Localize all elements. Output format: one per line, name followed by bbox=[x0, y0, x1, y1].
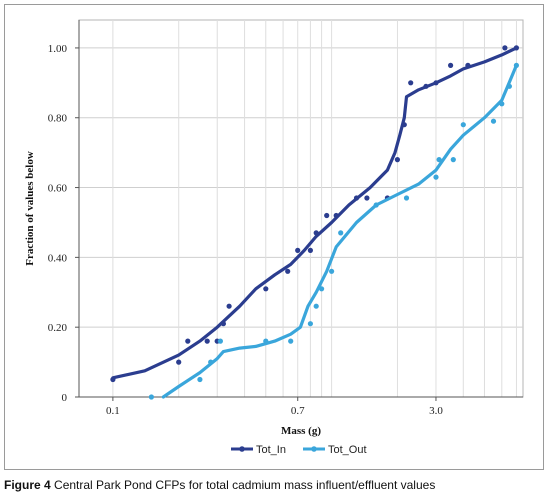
data-point-tot-out bbox=[450, 157, 456, 163]
y-tick-label: 0.80 bbox=[48, 113, 68, 125]
data-point-tot-in bbox=[295, 247, 301, 253]
data-point-tot-in bbox=[285, 268, 291, 274]
y-tick-label: 1.00 bbox=[48, 43, 68, 55]
data-point-tot-in bbox=[324, 212, 330, 219]
data-point-tot-in bbox=[313, 230, 319, 236]
data-point-tot-out bbox=[329, 268, 335, 274]
data-point-tot-in bbox=[204, 338, 210, 344]
data-point-tot-in bbox=[465, 62, 471, 68]
x-tick-label: 3.0 bbox=[429, 405, 443, 417]
data-point-tot-in bbox=[513, 45, 520, 51]
data-point-tot-out bbox=[373, 202, 379, 208]
data-point-tot-out bbox=[313, 303, 319, 309]
data-point-tot-out bbox=[217, 338, 223, 344]
y-tick-label: 0 bbox=[62, 392, 68, 404]
data-point-tot-in bbox=[185, 338, 191, 344]
data-point-tot-in bbox=[220, 321, 226, 327]
chart-svg: 00.200.400.600.801.000.1 0.7 3.0 Mass (g) … bbox=[24, 19, 524, 456]
data-point-tot-out bbox=[433, 174, 439, 180]
data-point-tot-out bbox=[403, 195, 410, 201]
series-layer bbox=[110, 45, 520, 400]
axis-layer: 0 0.20 0.40 0.60 0.80 1.00 0.1 0.7 3.0 bbox=[48, 20, 523, 417]
data-point-tot-out bbox=[490, 118, 497, 124]
data-point-tot-out bbox=[506, 83, 512, 89]
data-point-tot-in bbox=[408, 80, 414, 86]
data-point-tot-in bbox=[448, 62, 454, 68]
grid-layer bbox=[78, 19, 524, 398]
data-point-tot-in bbox=[307, 247, 313, 253]
data-point-tot-in bbox=[394, 157, 400, 163]
legend: Tot_In Tot_Out bbox=[231, 444, 367, 456]
figure-caption: Figure 4 Central Park Pond CFPs for tota… bbox=[4, 478, 435, 492]
data-point-tot-out bbox=[513, 62, 520, 68]
series-line-tot-out bbox=[161, 63, 518, 399]
y-tick-label: 0.40 bbox=[48, 252, 68, 264]
x-tick-label: 0.1 bbox=[106, 405, 120, 417]
data-point-tot-out bbox=[288, 338, 294, 344]
data-point-tot-in bbox=[176, 359, 182, 365]
data-point-tot-in bbox=[333, 212, 339, 219]
data-point-tot-in bbox=[423, 83, 429, 89]
figure-label: Figure 4 bbox=[4, 478, 51, 492]
figure-caption-text: Central Park Pond CFPs for total cadmium… bbox=[54, 478, 436, 492]
data-point-tot-out bbox=[208, 359, 214, 365]
data-point-tot-out bbox=[499, 101, 505, 107]
data-point-tot-in bbox=[502, 45, 508, 51]
y-tick-label: 0.60 bbox=[48, 183, 68, 195]
legend-label-tot-in: Tot_In bbox=[256, 444, 286, 456]
data-point-tot-out bbox=[319, 286, 325, 292]
y-axis-title: Fraction of values below bbox=[24, 151, 36, 266]
data-point-tot-out bbox=[197, 376, 203, 383]
data-point-tot-out bbox=[263, 338, 269, 344]
series-line-tot-in bbox=[111, 46, 518, 380]
x-tick-label: 0.7 bbox=[291, 405, 305, 417]
data-point-tot-out bbox=[460, 122, 466, 128]
data-point-tot-in bbox=[226, 303, 232, 309]
legend-label-tot-out: Tot_Out bbox=[328, 444, 367, 456]
data-point-tot-in bbox=[401, 122, 407, 128]
legend-marker-tot-in bbox=[239, 446, 245, 452]
data-point-tot-out bbox=[338, 230, 344, 236]
data-point-tot-in bbox=[433, 80, 439, 86]
x-axis-title: Mass (g) bbox=[281, 425, 321, 437]
data-point-tot-in bbox=[353, 195, 360, 201]
data-point-tot-in bbox=[110, 376, 116, 383]
legend-marker-tot-out bbox=[311, 446, 317, 452]
data-point-tot-out bbox=[307, 321, 313, 327]
plot-area bbox=[78, 19, 524, 398]
data-point-tot-out bbox=[436, 157, 442, 163]
data-point-tot-in bbox=[263, 286, 269, 292]
data-point-tot-in bbox=[364, 195, 370, 201]
y-tick-label: 0.20 bbox=[48, 322, 68, 334]
data-point-tot-out bbox=[148, 394, 154, 400]
chart-frame bbox=[4, 4, 544, 470]
